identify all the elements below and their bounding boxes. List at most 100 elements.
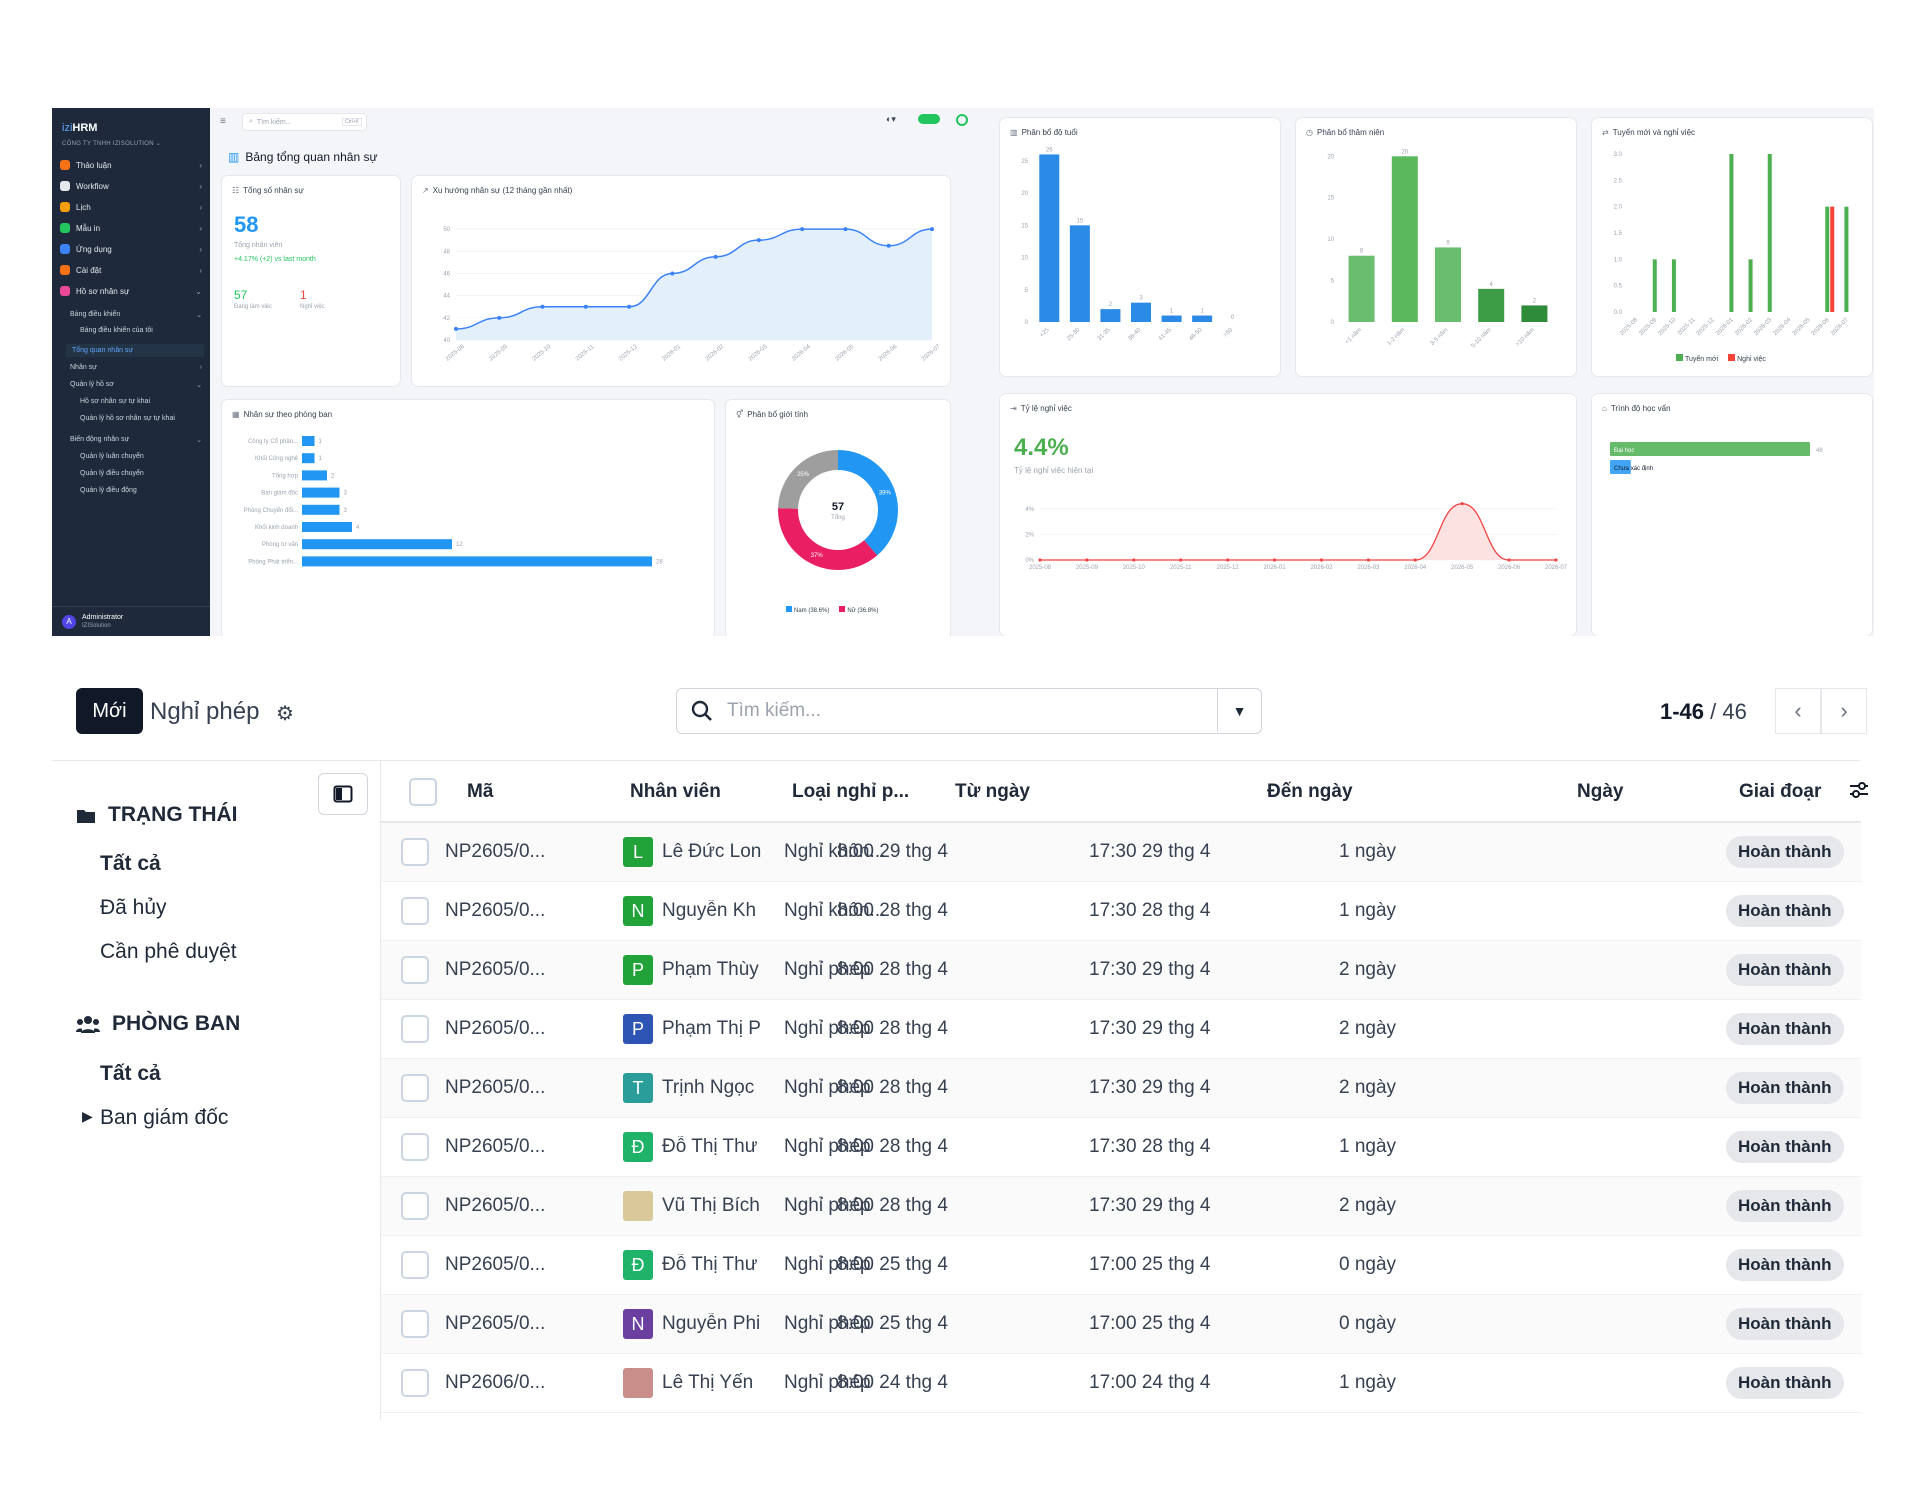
status-badge: Hoàn thành bbox=[1726, 1367, 1844, 1399]
caret-right-icon[interactable]: ▶ bbox=[82, 1108, 93, 1124]
x-tick-label: 25-30 bbox=[1066, 327, 1082, 343]
row-checkbox[interactable] bbox=[401, 1369, 429, 1397]
sidebar-item[interactable]: Workflow › bbox=[60, 179, 202, 193]
sidebar-item[interactable]: Lịch › bbox=[60, 200, 202, 214]
filter-status-pending[interactable]: Cần phê duyệt bbox=[100, 940, 237, 963]
col-code[interactable]: Mã bbox=[467, 781, 494, 802]
sidebar-subitem[interactable]: Quản lý luân chuyển bbox=[80, 453, 212, 460]
sidebar-item[interactable]: Cài đặt › bbox=[60, 263, 202, 277]
cell-employee: Đỗ Thị Thư bbox=[662, 1136, 758, 1157]
bar-tuyen-moi bbox=[1767, 154, 1772, 312]
table-row[interactable]: NP2605/0... P Phạm Thị P Nghỉ phép 8:00 28 t… bbox=[381, 1000, 1861, 1059]
table-row[interactable]: NP2605/0... Đ Đỗ Thị Thư Nghỉ phép 8:00 28 t… bbox=[381, 1118, 1861, 1177]
sidebar-item[interactable]: Ứng dụng › bbox=[60, 242, 202, 256]
avatar: N bbox=[623, 896, 653, 926]
bar bbox=[302, 453, 315, 464]
row-checkbox[interactable] bbox=[401, 1192, 429, 1220]
x-tick-label: 2026-04 bbox=[1404, 565, 1427, 571]
cell-to: 17:00 25 thg 4 bbox=[1089, 1254, 1211, 1275]
prev-page-button[interactable]: ‹ bbox=[1775, 688, 1821, 734]
column-settings-icon[interactable] bbox=[1849, 781, 1869, 805]
sidebar-subitem[interactable]: Quản lý hồ sơ ⌄ bbox=[70, 381, 202, 389]
row-checkbox[interactable] bbox=[401, 1310, 429, 1338]
cell-from: 8:00 25 thg 4 bbox=[837, 1254, 948, 1275]
col-type[interactable]: Loại nghỉ p... bbox=[792, 781, 910, 802]
table-row[interactable]: NP2605/0... T Trịnh Ngọc Nghỉ phép 8:00 28 t… bbox=[381, 1059, 1861, 1118]
row-checkbox[interactable] bbox=[401, 897, 429, 925]
new-button[interactable]: Mới bbox=[76, 688, 143, 734]
x-tick-label: 2025-08 bbox=[445, 343, 466, 362]
sidebar-item[interactable]: Hồ sơ nhân sự ⌄ bbox=[60, 284, 202, 298]
app-logo[interactable]: iziHRM bbox=[62, 122, 98, 134]
row-checkbox[interactable] bbox=[401, 1251, 429, 1279]
bar bbox=[1348, 255, 1375, 322]
filter-status-cancelled[interactable]: Đã hủy bbox=[100, 896, 167, 919]
bar-tuyen-moi bbox=[1748, 259, 1753, 312]
y-tick-label: 42 bbox=[443, 316, 450, 322]
col-days[interactable]: Ngày bbox=[1577, 781, 1624, 802]
data-point bbox=[583, 304, 588, 309]
table-row[interactable]: NP2605/0... L Lê Đức Lon Nghỉ khôn... 8:00 2… bbox=[381, 823, 1861, 882]
bar bbox=[1610, 460, 1631, 474]
select-all-checkbox[interactable] bbox=[409, 778, 437, 806]
sidebar-subitem[interactable]: Biến động nhân sự ⌄ bbox=[70, 436, 202, 444]
sidebar-item[interactable]: Mẫu in › bbox=[60, 221, 202, 235]
x-tick-label: 5-10 năm bbox=[1470, 327, 1492, 349]
col-stage[interactable]: Giai đoạr bbox=[1739, 781, 1822, 802]
table-row[interactable]: NP2606/0... Lê Thị Yến Nghỉ phép 8:00 24 th… bbox=[381, 1354, 1861, 1413]
row-checkbox[interactable] bbox=[401, 838, 429, 866]
x-tick-label: <1 năm bbox=[1344, 327, 1363, 346]
exit-icon: ⇥ bbox=[1010, 404, 1017, 413]
next-page-button[interactable]: › bbox=[1821, 688, 1867, 734]
y-tick-label: 25 bbox=[1021, 159, 1028, 165]
x-tick-label: 31-35 bbox=[1097, 327, 1113, 343]
y-tick-label: 40 bbox=[443, 338, 450, 344]
col-from[interactable]: Từ ngày bbox=[955, 781, 1030, 802]
sidebar-subitem[interactable]: Quản lý hồ sơ nhân sự tự khai bbox=[80, 415, 212, 422]
sidebar-subitem[interactable]: Hồ sơ nhân sự tự khai bbox=[80, 398, 212, 405]
sidebar-subitem-label: Quản lý điều động bbox=[80, 487, 137, 494]
sidebar-item[interactable]: Thảo luận › bbox=[60, 158, 202, 172]
user-org: IZISolution bbox=[82, 622, 111, 629]
theme-icon[interactable]: ◐▾ bbox=[886, 114, 896, 124]
user-menu[interactable]: A Administrator IZISolution bbox=[52, 606, 210, 636]
sidebar-subitem[interactable]: Tổng quan nhân sự bbox=[66, 344, 204, 357]
pager-value[interactable]: 1-46 / 46 bbox=[1660, 699, 1747, 724]
sidebar-subitem[interactable]: Nhân sự › bbox=[70, 364, 202, 371]
search-options-dropdown[interactable]: ▼ bbox=[1217, 689, 1261, 732]
row-checkbox[interactable] bbox=[401, 1015, 429, 1043]
sidebar-subitem[interactable]: Quản lý điều chuyển bbox=[80, 470, 212, 477]
table-row[interactable]: NP2605/0... N Nguyễn Kh Nghỉ khôn... 8:00 28… bbox=[381, 882, 1861, 941]
caret-down-icon: ▼ bbox=[1232, 702, 1247, 719]
gear-icon[interactable]: ⚙ bbox=[276, 703, 294, 725]
search-input[interactable] bbox=[727, 695, 1187, 727]
status-icon[interactable] bbox=[956, 114, 968, 126]
data-point bbox=[454, 326, 458, 331]
x-tick-label: 2026-07 bbox=[1830, 317, 1850, 337]
sidebar-subitem[interactable]: Bảng điều khiển của tôi bbox=[80, 327, 212, 334]
row-checkbox[interactable] bbox=[401, 1074, 429, 1102]
cell-to: 17:30 29 thg 4 bbox=[1089, 1195, 1211, 1216]
sidebar-subitem[interactable]: Bảng điều khiển ⌄ bbox=[70, 311, 202, 319]
dash-search-input[interactable]: ⌕ Tìm kiếm... Ctrl+K bbox=[242, 113, 367, 131]
col-employee[interactable]: Nhân viên bbox=[630, 781, 721, 802]
chat-icon[interactable] bbox=[918, 114, 940, 124]
filter-status-all[interactable]: Tất cả bbox=[100, 852, 161, 875]
cell-from: 8:00 28 thg 4 bbox=[837, 959, 948, 980]
avatar: T bbox=[623, 1073, 653, 1103]
company-switcher[interactable]: CÔNG TY TNHH IZISOLUTION ⌄ bbox=[62, 141, 162, 147]
panel-toggle-button[interactable] bbox=[318, 773, 368, 815]
gender-legend: Nam (38.6%) Nữ (36.8%) bbox=[786, 606, 878, 614]
table-row[interactable]: NP2605/0... Vũ Thị Bích Nghỉ phép 8:00 28 t… bbox=[381, 1177, 1861, 1236]
sidebar-subitem[interactable]: Quản lý điều động bbox=[80, 487, 212, 494]
row-checkbox[interactable] bbox=[401, 1133, 429, 1161]
table-row[interactable]: NP2605/0... P Phạm Thùy Nghỉ phép 8:00 28 th… bbox=[381, 941, 1861, 1000]
menu-icon[interactable]: ≡ bbox=[220, 116, 226, 127]
table-row[interactable]: NP2605/0... Đ Đỗ Thị Thư Nghỉ phép 8:00 25 t… bbox=[381, 1236, 1861, 1295]
filter-dept-ban-giam-doc[interactable]: Ban giám đốc bbox=[100, 1106, 229, 1129]
col-to[interactable]: Đến ngày bbox=[1267, 781, 1353, 802]
row-checkbox[interactable] bbox=[401, 956, 429, 984]
table-row[interactable]: NP2605/0... N Nguyễn Phi Nghỉ phép 8:00 25 t… bbox=[381, 1295, 1861, 1354]
data-label: 48 bbox=[1816, 448, 1823, 454]
filter-dept-all[interactable]: Tất cả bbox=[100, 1062, 161, 1085]
